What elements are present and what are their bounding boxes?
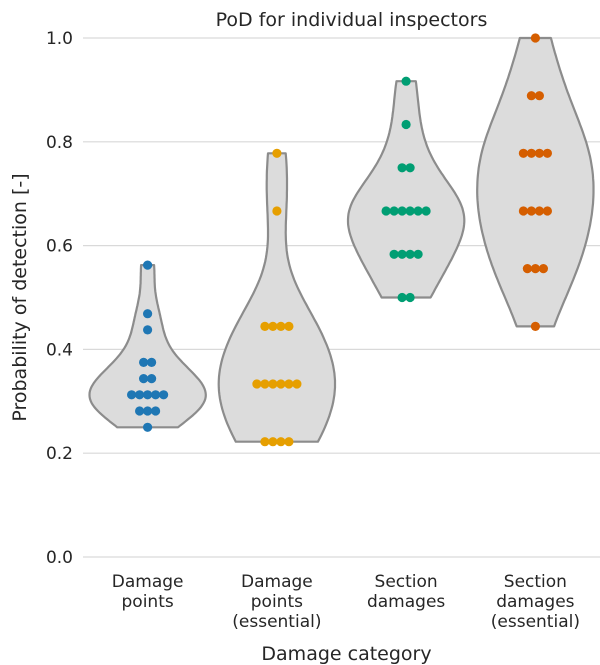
y-axis-ticks: 0.0 0.2 0.4 0.6 0.8 1.0	[46, 29, 73, 568]
y-axis-label: Probability of detection [-]	[9, 173, 31, 421]
y-tick-label: 0.4	[46, 340, 73, 360]
data-point	[530, 33, 541, 43]
chart-title: PoD for individual inspectors	[216, 9, 488, 31]
data-point	[284, 437, 294, 447]
data-point	[268, 437, 278, 447]
data-point	[276, 379, 286, 389]
violin-body	[476, 36, 595, 328]
data-point	[147, 374, 157, 384]
data-point	[127, 390, 137, 400]
y-tick-label: 0.2	[46, 444, 73, 464]
data-point	[526, 148, 537, 158]
data-point	[143, 422, 153, 432]
data-point	[143, 390, 153, 400]
data-point	[534, 91, 545, 101]
data-point	[143, 260, 153, 270]
data-point	[272, 206, 282, 216]
data-point	[260, 379, 270, 389]
data-point	[405, 249, 415, 259]
x-axis-label: Damage category	[261, 643, 431, 665]
data-points	[127, 33, 553, 447]
data-point	[381, 206, 391, 216]
data-point	[530, 264, 541, 274]
data-point	[538, 264, 549, 274]
data-point	[542, 148, 553, 158]
x-category-label: Section damages	[367, 572, 445, 612]
data-point	[143, 309, 153, 319]
y-tick-label: 0.0	[46, 548, 73, 568]
data-point	[147, 357, 157, 367]
x-category-label: Damage points	[112, 572, 184, 612]
data-point	[151, 390, 161, 400]
data-point	[405, 206, 415, 216]
data-point	[413, 249, 423, 259]
data-point	[413, 206, 423, 216]
data-point	[526, 91, 537, 101]
data-point	[389, 206, 399, 216]
data-point	[421, 206, 431, 216]
y-tick-label: 0.6	[46, 237, 73, 257]
data-point	[397, 249, 407, 259]
data-point	[272, 148, 282, 158]
data-point	[260, 321, 270, 331]
data-point	[135, 406, 145, 416]
data-point	[252, 379, 262, 389]
data-point	[268, 379, 278, 389]
data-point	[143, 325, 153, 335]
data-point	[397, 292, 407, 303]
data-point	[276, 321, 286, 331]
data-point	[284, 321, 294, 331]
violin-body	[346, 80, 466, 299]
data-point	[397, 163, 407, 173]
violin-body	[217, 152, 337, 443]
data-point	[151, 406, 161, 416]
x-category-label: Section damages (essential)	[491, 572, 580, 632]
y-tick-label: 1.0	[46, 29, 73, 49]
data-point	[260, 437, 270, 447]
data-point	[292, 379, 302, 389]
data-point	[389, 249, 399, 259]
data-point	[284, 379, 294, 389]
data-point	[405, 163, 415, 173]
data-point	[397, 206, 407, 216]
data-point	[530, 321, 541, 331]
violins	[88, 36, 595, 443]
data-point	[401, 76, 411, 86]
data-point	[139, 374, 149, 384]
x-axis-category-labels: Damage points Damage points (essential) Secti…	[112, 572, 580, 632]
data-point	[526, 206, 537, 216]
data-point	[139, 357, 149, 367]
data-point	[135, 390, 145, 400]
data-point	[143, 406, 153, 416]
data-point	[518, 148, 529, 158]
y-tick-label: 0.8	[46, 133, 73, 153]
data-point	[518, 206, 529, 216]
data-point	[542, 206, 553, 216]
data-point	[534, 206, 545, 216]
data-point	[401, 119, 411, 130]
violin-body	[88, 264, 207, 429]
data-point	[159, 390, 169, 400]
data-point	[276, 437, 286, 447]
x-category-label: Damage points (essential)	[232, 572, 321, 632]
data-point	[522, 264, 533, 274]
data-point	[268, 321, 278, 331]
data-point	[534, 148, 545, 158]
data-point	[405, 292, 415, 303]
